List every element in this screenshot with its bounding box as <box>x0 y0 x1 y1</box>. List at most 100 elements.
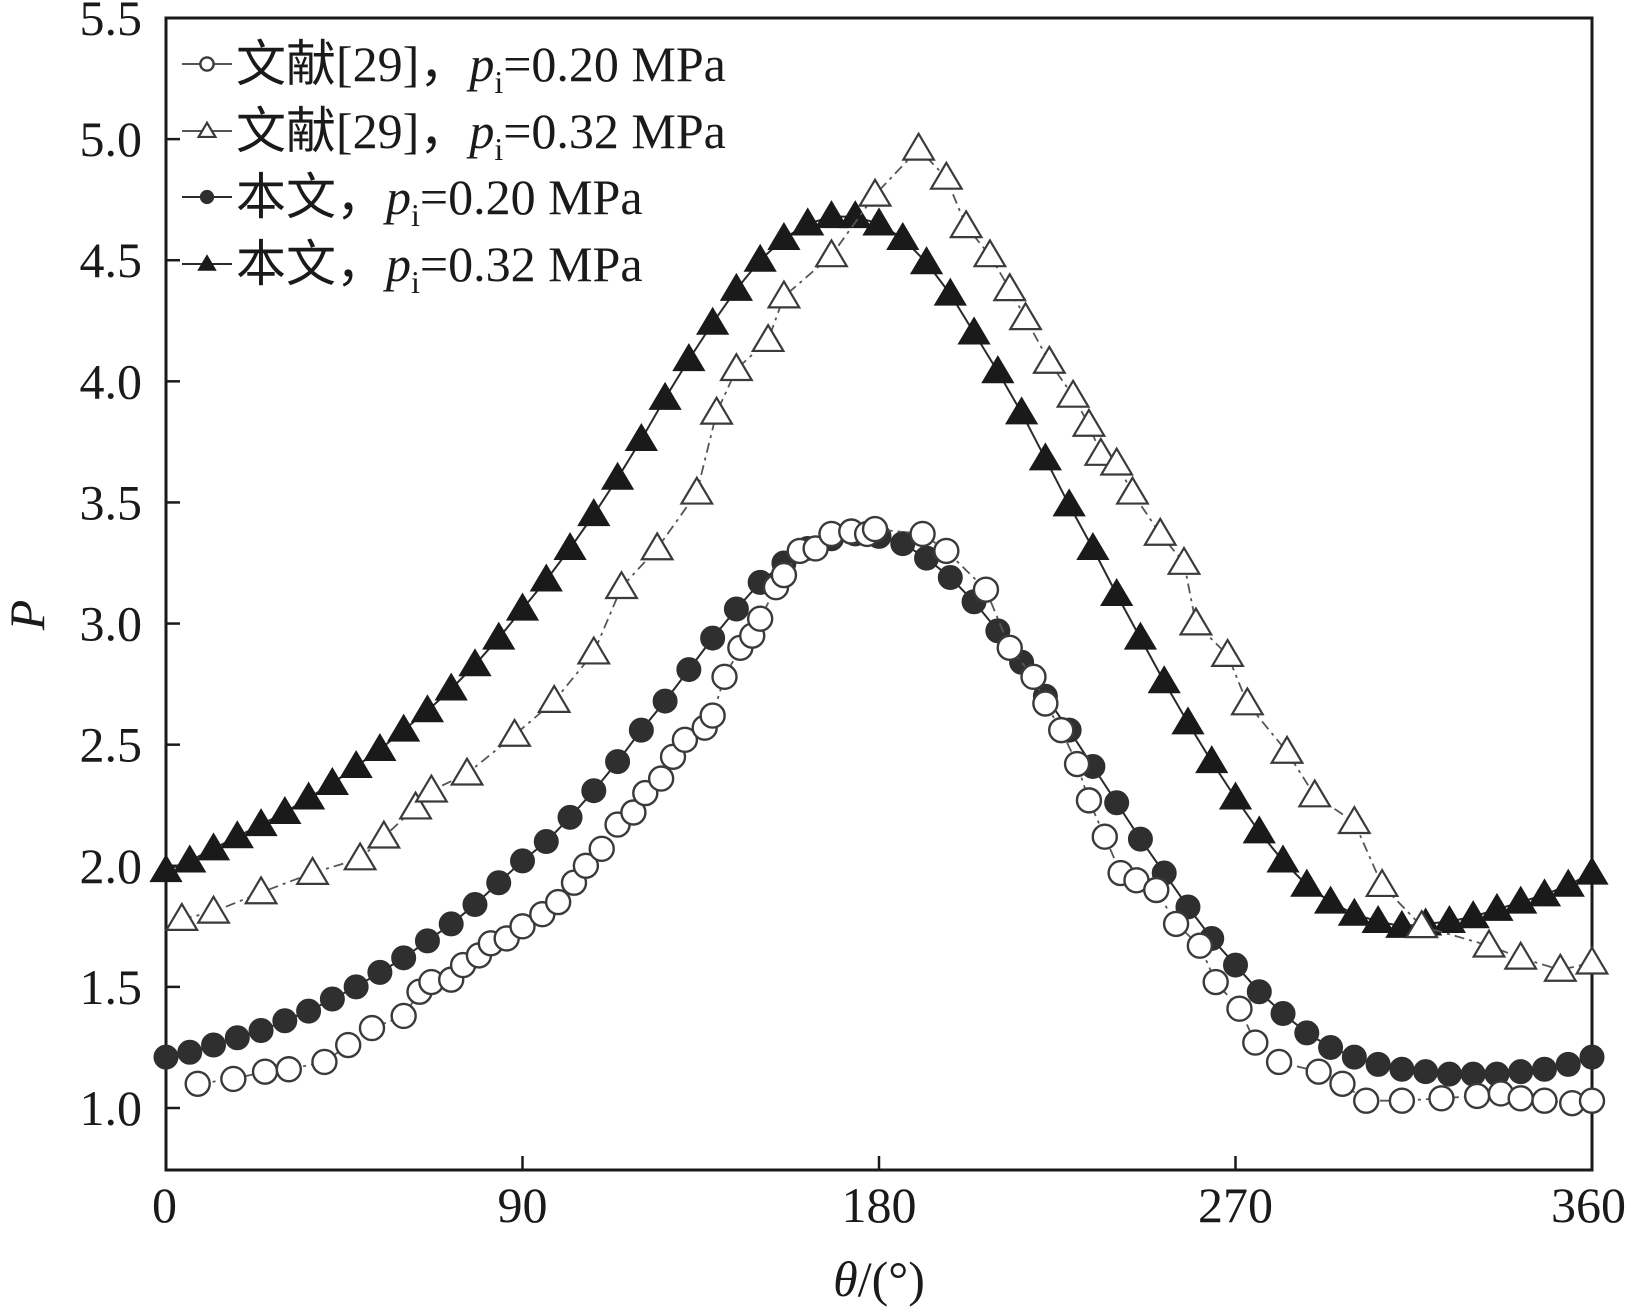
data-point-open-circle <box>711 663 738 691</box>
data-point-open-triangle <box>1337 805 1372 835</box>
data-point-open-triangle <box>1269 734 1305 764</box>
data-point-filled-circle <box>1246 979 1272 1005</box>
data-point-filled-triangle <box>1575 856 1609 885</box>
data-point-filled-triangle <box>1147 665 1181 694</box>
y-tick-label: 3.0 <box>80 596 143 652</box>
data-point-open-triangle <box>1297 778 1332 808</box>
series-line <box>165 532 1593 1076</box>
data-point-open-triangle <box>1364 867 1400 898</box>
data-point-filled-triangle <box>743 243 777 272</box>
data-point-filled-circle <box>1460 1061 1486 1087</box>
x-tick-label: 270 <box>1198 1177 1273 1233</box>
y-axis-title: P <box>0 600 55 632</box>
data-point-filled-triangle <box>1266 844 1300 873</box>
data-point-filled-triangle <box>1004 396 1039 425</box>
data-point-filled-triangle <box>1218 781 1253 810</box>
data-point-open-triangle <box>497 717 532 747</box>
data-point-filled-triangle <box>886 221 920 250</box>
data-point-filled-triangle <box>197 254 217 271</box>
y-tick-label: 4.5 <box>80 232 143 288</box>
data-point-filled-circle <box>581 778 607 804</box>
data-point-filled-triangle <box>244 808 278 837</box>
data-point-open-circle <box>390 1002 417 1030</box>
data-point-open-triangle <box>1543 952 1578 982</box>
data-point-filled-triangle <box>434 672 468 701</box>
data-point-open-circle <box>199 56 215 72</box>
data-point-filled-triangle <box>1456 900 1490 929</box>
data-point-open-circle <box>1305 1058 1332 1085</box>
data-point-filled-circle <box>1579 1044 1605 1070</box>
x-tick-label: 90 <box>498 1177 548 1233</box>
data-point-filled-triangle <box>268 796 302 825</box>
data-point-filled-triangle <box>1480 892 1514 921</box>
data-point-open-triangle <box>679 475 715 505</box>
series-line <box>165 215 1593 928</box>
data-point-open-circle <box>220 1065 247 1093</box>
data-point-filled-triangle <box>196 832 231 861</box>
data-point-filled-circle <box>1104 790 1130 816</box>
data-point-filled-triangle <box>482 621 516 650</box>
data-point-open-circle <box>588 835 615 863</box>
data-point-filled-triangle <box>363 733 397 762</box>
data-point-filled-triangle <box>957 316 991 345</box>
data-point-filled-triangle <box>458 648 492 677</box>
data-point-open-circle <box>620 799 647 826</box>
data-point-open-circle <box>996 634 1023 661</box>
data-point-filled-triangle <box>529 563 563 592</box>
data-point-open-circle <box>1242 1029 1269 1056</box>
data-point-filled-triangle <box>1100 578 1134 607</box>
data-point-filled-triangle <box>1361 905 1395 934</box>
data-point-open-triangle <box>449 756 485 786</box>
data-point-open-circle <box>1202 968 1229 996</box>
data-point-filled-circle <box>177 1039 203 1065</box>
y-tick-label: 4.0 <box>80 353 143 409</box>
data-point-filled-circle <box>937 565 963 591</box>
data-point-filled-triangle <box>1028 442 1062 471</box>
data-point-filled-triangle <box>696 306 730 335</box>
data-point-open-circle <box>1032 690 1059 717</box>
series-4 <box>149 200 1609 938</box>
data-point-filled-circle <box>367 959 393 985</box>
data-point-open-circle <box>1063 750 1091 778</box>
data-point-filled-triangle <box>600 461 635 490</box>
data-point-open-triangle <box>1071 407 1107 437</box>
data-point-open-circle <box>1162 910 1190 938</box>
data-point-filled-circle <box>272 1008 298 1034</box>
data-point-filled-triangle <box>553 531 587 561</box>
data-point-open-circle <box>572 852 600 879</box>
data-point-open-triangle <box>243 875 279 905</box>
data-point-filled-circle <box>414 928 440 954</box>
data-point-filled-triangle <box>981 355 1015 384</box>
data-point-filled-triangle <box>767 221 801 250</box>
data-point-filled-triangle <box>410 694 445 723</box>
data-point-open-circle <box>647 765 675 792</box>
data-point-filled-triangle <box>838 200 872 229</box>
data-point-open-circle <box>275 1056 302 1083</box>
data-point-open-circle <box>335 1031 362 1059</box>
data-point-open-triangle <box>1230 686 1265 716</box>
data-point-open-circle <box>909 520 936 548</box>
data-point-open-triangle <box>366 819 402 849</box>
data-point-filled-circle <box>486 870 512 896</box>
data-point-filled-circle <box>676 657 702 683</box>
data-point-filled-circle <box>343 974 369 1000</box>
y-tick-label: 5.5 <box>80 0 143 46</box>
data-point-filled-circle <box>391 945 417 971</box>
data-point-filled-triangle <box>339 749 373 779</box>
data-point-filled-circle <box>1389 1056 1415 1082</box>
data-point-open-circle <box>671 726 699 754</box>
data-point-open-triangle <box>1471 928 1507 958</box>
data-point-filled-circle <box>1413 1059 1439 1085</box>
data-point-filled-triangle <box>862 207 896 236</box>
data-point-filled-circle <box>510 848 535 874</box>
data-point-filled-triangle <box>291 781 326 810</box>
data-point-open-triangle <box>972 238 1008 268</box>
data-point-open-triangle <box>1099 446 1134 476</box>
data-point-open-circle <box>358 1014 386 1042</box>
data-point-filled-triangle <box>1551 868 1585 897</box>
data-point-open-circle <box>861 515 889 543</box>
data-point-open-circle <box>1463 1082 1491 1110</box>
data-point-open-circle <box>184 1070 211 1097</box>
data-point-filled-triangle <box>1195 745 1229 774</box>
legend-label: 文献[29]，pi=0.32 MPa <box>236 103 726 167</box>
